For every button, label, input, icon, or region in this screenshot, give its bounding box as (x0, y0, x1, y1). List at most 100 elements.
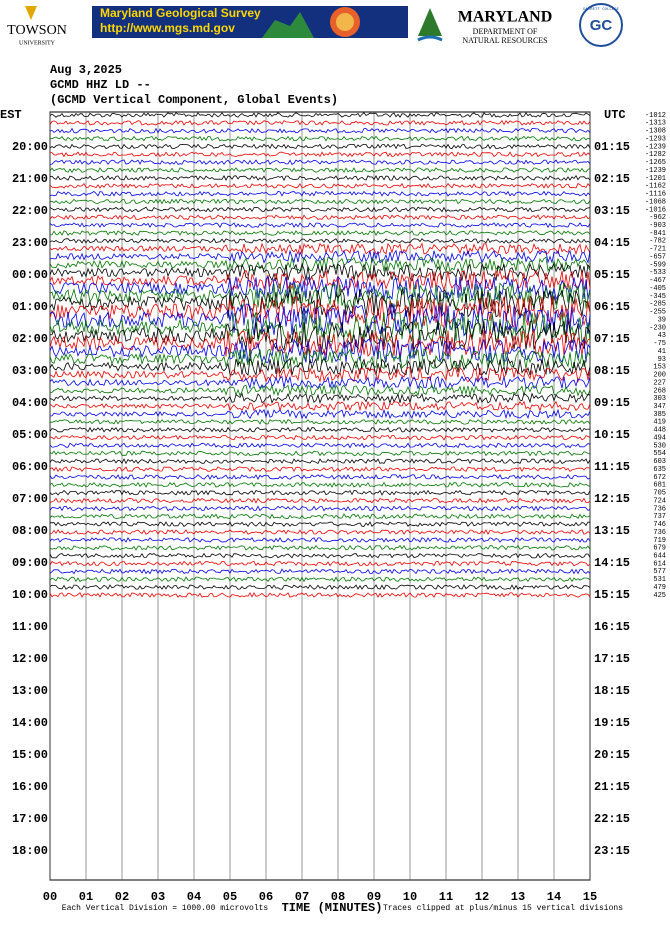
trace-offset: 419 (653, 419, 666, 427)
utc-label: 12:15 (594, 492, 630, 506)
trace-offset: 719 (653, 537, 666, 545)
trace-offset: 705 (653, 490, 666, 498)
trace (49, 328, 591, 358)
trace (49, 576, 591, 583)
utc-label: 19:15 (594, 716, 630, 730)
mgs-title: Maryland Geological Survey (100, 6, 261, 20)
station: GCMD HHZ LD -- (50, 78, 151, 92)
x-tick-label: 13 (511, 890, 525, 904)
est-label: 08:00 (12, 524, 48, 538)
mgs-rings (336, 13, 354, 31)
utc-label: 05:15 (594, 268, 630, 282)
trace (49, 592, 591, 598)
trace (49, 206, 591, 213)
utc-label: 22:15 (594, 812, 630, 826)
trace (49, 296, 591, 328)
x-tick-label: 09 (367, 890, 381, 904)
x-tick-label: 12 (475, 890, 489, 904)
x-label: TIME (MINUTES) (282, 901, 383, 915)
trace (49, 426, 590, 433)
trace-offset: -782 (649, 238, 666, 246)
trace (49, 119, 591, 126)
trace (49, 262, 591, 282)
trace (49, 418, 591, 425)
trace (49, 338, 591, 364)
left-zone: EST (0, 108, 22, 122)
trace-offset: -599 (649, 261, 666, 269)
trace (49, 489, 591, 496)
trace-offset: -1016 (645, 206, 666, 214)
trace-offset: -285 (649, 301, 666, 309)
utc-label: 17:15 (594, 652, 630, 666)
trace (49, 466, 591, 473)
est-label: 12:00 (12, 652, 48, 666)
trace-offset: -721 (649, 246, 666, 254)
trace (49, 392, 591, 405)
utc-label: 15:15 (594, 588, 630, 602)
x-tick-label: 04 (187, 890, 201, 904)
utc-label: 10:15 (594, 428, 630, 442)
est-label: 21:00 (12, 172, 48, 186)
trace-offset: -841 (649, 230, 666, 238)
trace-offset: -903 (649, 222, 666, 230)
trace (49, 135, 591, 142)
x-tick-label: 06 (259, 890, 273, 904)
est-label: 20:00 (12, 140, 48, 154)
utc-label: 20:15 (594, 748, 630, 762)
trace-offset: 227 (653, 379, 666, 387)
x-tick-label: 02 (115, 890, 129, 904)
trace (49, 237, 591, 244)
utc-label: 13:15 (594, 524, 630, 538)
trace (49, 544, 591, 551)
trace (49, 242, 591, 256)
towson-sub: UNIVERSITY (19, 40, 56, 46)
trace-offset: 746 (653, 521, 666, 529)
dnr-res: NATURAL RESOURCES (462, 36, 547, 45)
trace-offset: 425 (653, 592, 666, 600)
trace-offset: -345 (649, 293, 666, 301)
mgs-map (262, 12, 314, 38)
trace-offset: 479 (653, 584, 666, 592)
trace (49, 167, 591, 173)
trace-offset: -1239 (645, 167, 666, 175)
utc-label: 06:15 (594, 300, 630, 314)
est-label: 14:00 (12, 716, 48, 730)
x-tick-label: 00 (43, 890, 57, 904)
trace-offset: 385 (653, 411, 666, 419)
trace-offset: 448 (653, 427, 666, 435)
trace (49, 222, 591, 229)
mgs-url: http://www.mgs.md.gov (100, 21, 235, 35)
trace-offset: -1239 (645, 143, 666, 151)
scale-note: Each Vertical Division = 1000.00 microvo… (62, 904, 269, 913)
trace (49, 434, 591, 441)
trace (49, 303, 591, 337)
dnr-dept: DEPARTMENT OF (473, 27, 538, 36)
est-label: 18:00 (12, 844, 48, 858)
trace-offset: 93 (658, 356, 666, 364)
trace (49, 159, 591, 165)
trace (49, 442, 591, 449)
trace-offset: -1308 (645, 128, 666, 136)
trace-offset: -467 (649, 277, 666, 285)
trace (49, 249, 591, 264)
utc-label: 18:15 (594, 684, 630, 698)
est-label: 09:00 (12, 556, 48, 570)
trace-offset: 724 (653, 497, 666, 505)
trace (49, 497, 591, 504)
trace-offset: 347 (653, 403, 666, 411)
trace-offset: 644 (653, 552, 666, 560)
trace (49, 182, 591, 189)
trace-offset: 603 (653, 458, 666, 466)
trace (49, 366, 591, 383)
utc-label: 11:15 (594, 460, 630, 474)
trace (49, 474, 591, 480)
est-label: 10:00 (12, 588, 48, 602)
x-tick-label: 10 (403, 890, 417, 904)
trace (49, 190, 591, 197)
dnr-state: MARYLAND (458, 9, 553, 26)
utc-label: 03:15 (594, 204, 630, 218)
utc-label: 07:15 (594, 332, 630, 346)
x-tick-label: 08 (331, 890, 345, 904)
trace-offset: 530 (653, 442, 666, 450)
